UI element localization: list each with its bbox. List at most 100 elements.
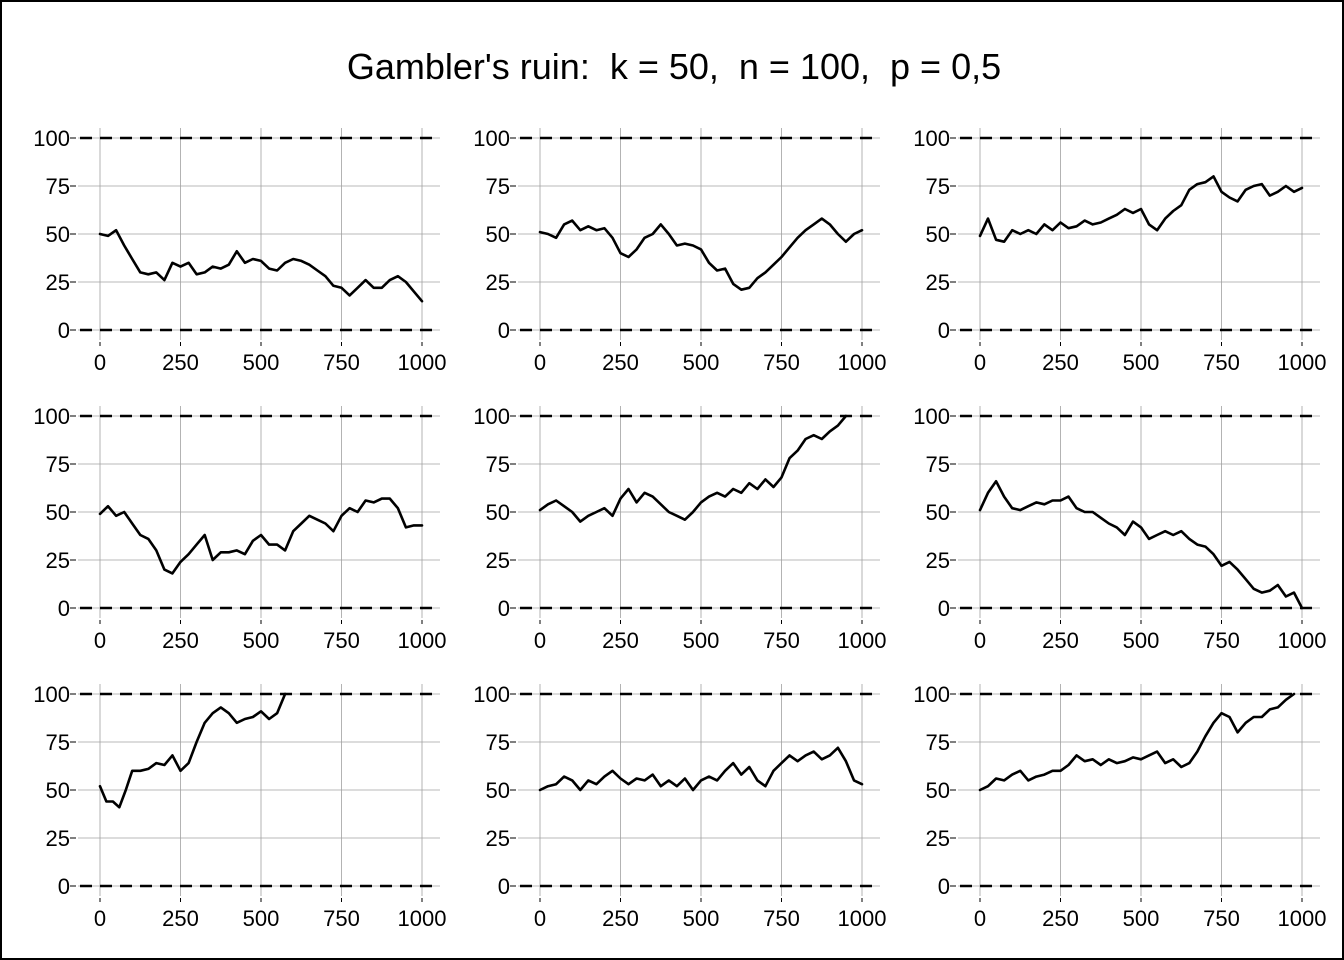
- x-tick-label: 1000: [838, 628, 887, 653]
- y-tick-label: 75: [486, 452, 510, 477]
- y-tick-label: 75: [46, 452, 70, 477]
- y-tick-label: 100: [473, 404, 510, 429]
- y-tick-label: 50: [46, 778, 70, 803]
- x-tick-label: 750: [323, 906, 360, 931]
- y-tick-label: 25: [926, 548, 950, 573]
- y-tick-label: 0: [498, 596, 510, 621]
- x-tick-label: 250: [602, 350, 639, 375]
- x-tick-label: 500: [1123, 350, 1160, 375]
- x-tick-label: 0: [534, 906, 546, 931]
- x-tick-label: 500: [683, 628, 720, 653]
- series-line: [978, 479, 1304, 610]
- x-tick-label: 250: [162, 906, 199, 931]
- y-tick-label: 50: [46, 500, 70, 525]
- y-tick-label: 25: [926, 826, 950, 851]
- series-line: [98, 692, 287, 809]
- chart-title: Gambler's ruin: k = 50, n = 100, p = 0,5: [346, 46, 1002, 87]
- x-tick-label: 750: [1203, 350, 1240, 375]
- x-tick-label: 1000: [398, 350, 447, 375]
- x-tick-label: 1000: [1278, 350, 1327, 375]
- y-tick-label: 100: [913, 682, 950, 707]
- y-tick-label: 25: [486, 826, 510, 851]
- x-tick-label: 250: [602, 628, 639, 653]
- series-line: [538, 746, 864, 792]
- x-tick-label: 750: [763, 350, 800, 375]
- y-tick-label: 100: [33, 682, 70, 707]
- y-tick-label: 50: [486, 778, 510, 803]
- x-tick-label: 0: [94, 350, 106, 375]
- y-tick-label: 100: [473, 682, 510, 707]
- x-tick-label: 500: [683, 906, 720, 931]
- y-tick-label: 25: [486, 270, 510, 295]
- y-tick-label: 0: [498, 318, 510, 343]
- y-tick-label: 50: [486, 222, 510, 247]
- y-tick-label: 75: [926, 730, 950, 755]
- x-tick-label: 1000: [398, 906, 447, 931]
- y-tick-label: 100: [913, 404, 950, 429]
- y-tick-label: 100: [473, 126, 510, 151]
- y-tick-label: 0: [498, 874, 510, 899]
- x-tick-label: 500: [1123, 628, 1160, 653]
- series-line: [538, 414, 848, 523]
- x-tick-label: 500: [243, 906, 280, 931]
- y-tick-label: 50: [926, 222, 950, 247]
- x-tick-label: 0: [974, 350, 986, 375]
- x-tick-label: 250: [1042, 628, 1079, 653]
- y-tick-label: 25: [46, 826, 70, 851]
- x-tick-label: 0: [974, 906, 986, 931]
- y-tick-label: 0: [58, 318, 70, 343]
- y-tick-label: 0: [58, 596, 70, 621]
- y-tick-label: 0: [58, 874, 70, 899]
- x-tick-label: 1000: [1278, 628, 1327, 653]
- x-tick-label: 1000: [838, 350, 887, 375]
- x-tick-label: 750: [323, 628, 360, 653]
- x-tick-label: 500: [683, 350, 720, 375]
- x-tick-label: 1000: [1278, 906, 1327, 931]
- series-line: [978, 175, 1304, 243]
- x-tick-label: 250: [162, 628, 199, 653]
- x-tick-label: 500: [1123, 906, 1160, 931]
- x-tick-label: 1000: [838, 906, 887, 931]
- x-tick-label: 0: [94, 628, 106, 653]
- y-tick-label: 75: [926, 452, 950, 477]
- series-line: [98, 228, 424, 303]
- x-tick-label: 750: [1203, 628, 1240, 653]
- x-tick-label: 750: [763, 628, 800, 653]
- y-tick-label: 75: [46, 730, 70, 755]
- y-tick-label: 100: [33, 404, 70, 429]
- y-tick-label: 25: [486, 548, 510, 573]
- y-tick-label: 25: [46, 270, 70, 295]
- x-tick-label: 250: [602, 906, 639, 931]
- y-tick-label: 100: [33, 126, 70, 151]
- y-tick-label: 50: [486, 500, 510, 525]
- series-line: [538, 217, 864, 292]
- x-tick-label: 0: [534, 350, 546, 375]
- y-tick-label: 0: [938, 596, 950, 621]
- x-tick-label: 1000: [398, 628, 447, 653]
- x-tick-label: 750: [763, 906, 800, 931]
- y-tick-label: 75: [46, 174, 70, 199]
- x-tick-label: 0: [534, 628, 546, 653]
- y-tick-label: 75: [486, 730, 510, 755]
- series-line: [978, 692, 1296, 792]
- y-tick-label: 25: [926, 270, 950, 295]
- x-tick-label: 250: [162, 350, 199, 375]
- y-tick-label: 75: [926, 174, 950, 199]
- y-tick-label: 50: [46, 222, 70, 247]
- y-tick-label: 50: [926, 778, 950, 803]
- x-tick-label: 0: [974, 628, 986, 653]
- x-tick-label: 500: [243, 628, 280, 653]
- y-tick-label: 0: [938, 874, 950, 899]
- y-tick-label: 75: [486, 174, 510, 199]
